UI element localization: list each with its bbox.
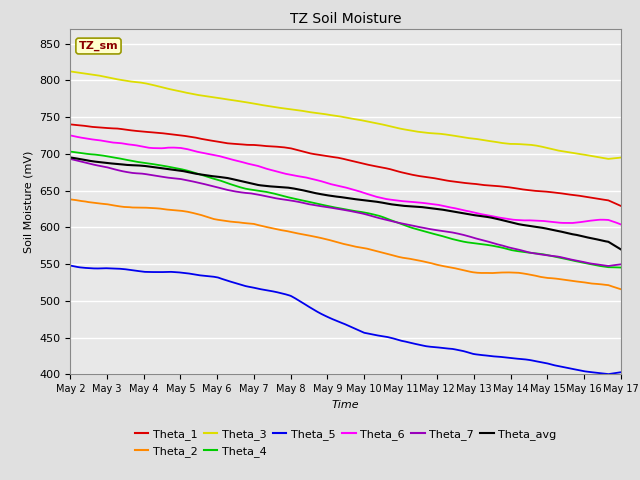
- Y-axis label: Soil Moisture (mV): Soil Moisture (mV): [24, 150, 34, 253]
- Title: TZ Soil Moisture: TZ Soil Moisture: [290, 12, 401, 26]
- X-axis label: Time: Time: [332, 400, 360, 409]
- Text: TZ_sm: TZ_sm: [79, 41, 118, 51]
- Legend: Theta_1, Theta_2, Theta_3, Theta_4, Theta_5, Theta_6, Theta_7, Theta_avg: Theta_1, Theta_2, Theta_3, Theta_4, Thet…: [131, 425, 561, 461]
